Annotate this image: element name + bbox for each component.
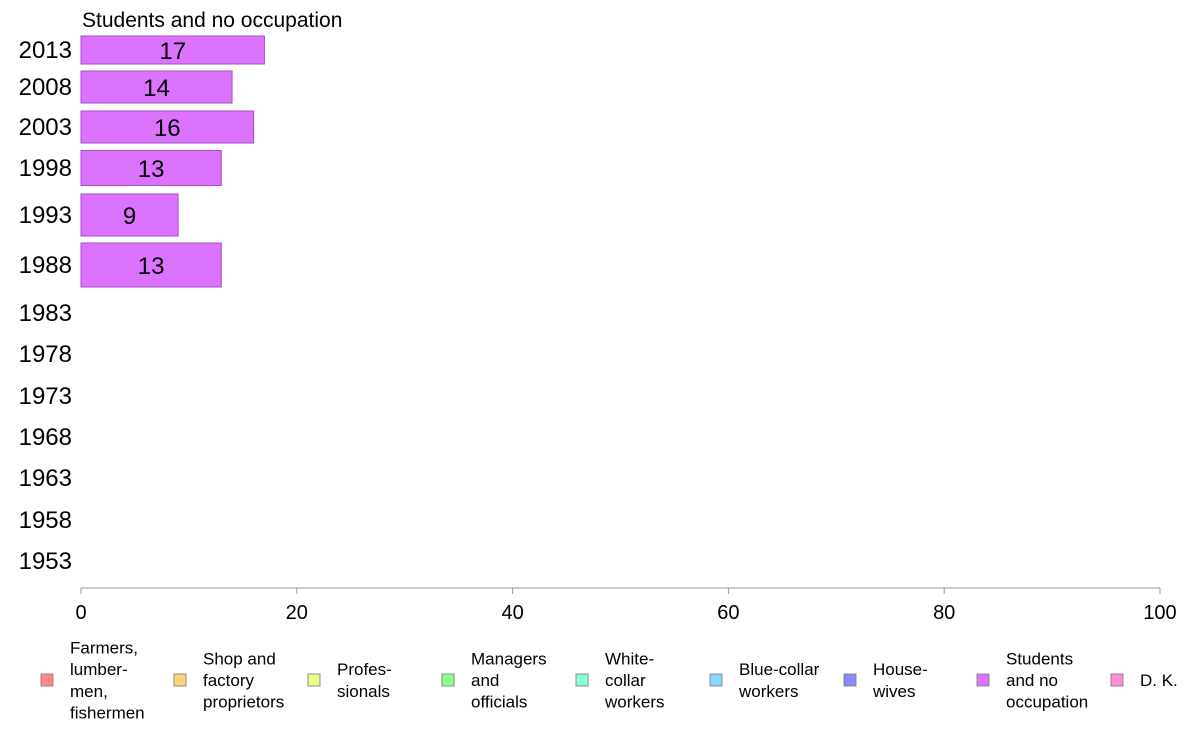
legend-label: Managers and officials — [471, 649, 547, 711]
bar-2003 — [80, 110, 255, 144]
x-tick-label-60: 60 — [717, 602, 739, 624]
legend-swatch — [173, 673, 187, 687]
y-label-1983: 1983 — [19, 300, 72, 327]
legend-label: Blue-collar workers — [738, 660, 820, 701]
legend-label: White-collar workers — [604, 649, 665, 711]
legend-item-2: Shop and factory proprietors — [173, 649, 284, 712]
legend-swatch — [307, 673, 321, 687]
x-tick-label-0: 0 — [75, 602, 86, 624]
legend-item-8: Students and no occupation — [976, 649, 1088, 712]
bar-1988 — [80, 242, 222, 288]
legend-swatch — [441, 673, 455, 687]
y-label-1958: 1958 — [19, 507, 72, 534]
legend-item-3: Profes-sionals — [307, 660, 392, 701]
y-label-2013: 2013 — [19, 37, 72, 64]
x-tick-label-40: 40 — [501, 602, 523, 624]
data-label-2013: 17 — [159, 38, 186, 65]
legend-label: Farmers, lumber-men, fishermen — [70, 638, 145, 722]
legend-label: Students and no occupation — [1006, 649, 1088, 711]
y-label-2003: 2003 — [19, 114, 72, 141]
legend: Farmers, lumber-men, fishermen Shop and fact… — [40, 638, 1178, 723]
y-axis-labels: 2013 2008 2003 1998 1993 1988 1983 1978 1973 1968… — [19, 37, 72, 575]
x-tick-label-100: 100 — [1143, 602, 1176, 624]
y-label-1988: 1988 — [19, 252, 72, 279]
x-axis: 0 20 40 60 80 100 — [75, 587, 1177, 624]
legend-swatch — [709, 673, 723, 687]
legend-swatch — [976, 673, 990, 687]
legend-item-7: House-wives — [843, 660, 928, 701]
legend-swatch — [843, 673, 857, 687]
legend-item-6: Blue-collar workers — [709, 660, 820, 701]
bar-1998 — [80, 150, 222, 186]
legend-swatch — [40, 673, 54, 687]
chart-title: Students and no occupation — [82, 9, 342, 32]
legend-label: Shop and factory proprietors — [203, 649, 284, 711]
data-label-1993: 9 — [123, 203, 136, 230]
y-label-1973: 1973 — [19, 383, 72, 410]
y-label-1963: 1963 — [19, 465, 72, 492]
legend-swatch — [575, 673, 589, 687]
legend-item-9: D. K. — [1110, 671, 1178, 690]
data-label-1998: 13 — [138, 156, 165, 183]
legend-label: D. K. — [1140, 671, 1178, 690]
y-label-1978: 1978 — [19, 341, 72, 368]
data-label-1988: 13 — [138, 253, 165, 280]
y-label-1953: 1953 — [19, 548, 72, 575]
y-label-1968: 1968 — [19, 424, 72, 451]
x-tick-label-20: 20 — [286, 602, 308, 624]
x-tick-label-80: 80 — [933, 602, 955, 624]
legend-item-1: Farmers, lumber-men, fishermen — [40, 638, 145, 723]
legend-label: House-wives — [872, 660, 928, 701]
bar-2013 — [80, 35, 265, 65]
y-label-1993: 1993 — [19, 202, 72, 229]
legend-swatch — [1110, 673, 1124, 687]
legend-item-5: White-collar workers — [575, 649, 665, 712]
legend-item-4: Managers and officials — [441, 649, 547, 712]
legend-label: Profes-sionals — [337, 660, 392, 701]
y-label-1998: 1998 — [19, 155, 72, 182]
bar-2008 — [80, 70, 233, 104]
data-label-2003: 16 — [154, 115, 181, 142]
bar-1993 — [80, 193, 179, 237]
y-label-2008: 2008 — [19, 74, 72, 101]
data-label-2008: 14 — [143, 75, 170, 102]
